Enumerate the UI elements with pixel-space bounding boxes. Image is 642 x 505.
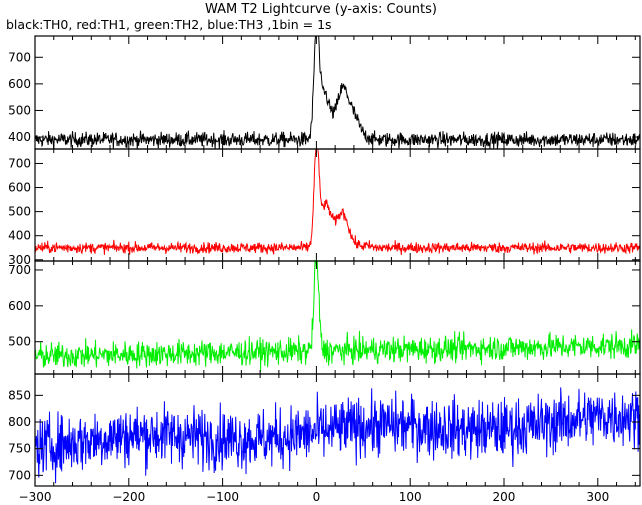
y-tick-label: 600 xyxy=(8,77,31,91)
series-line-th0 xyxy=(34,35,641,150)
y-tick-label: 400 xyxy=(8,130,31,144)
x-tick-label: 200 xyxy=(493,490,516,504)
y-tick-label: 700 xyxy=(8,263,31,277)
x-tick-label: −300 xyxy=(19,490,52,504)
panel-frame-1 xyxy=(34,35,641,150)
y-tick-label: 400 xyxy=(8,229,31,243)
y-tick-label: 800 xyxy=(8,415,31,429)
y-tick-label: 600 xyxy=(8,299,31,313)
x-tick-label: 0 xyxy=(313,490,321,504)
x-tick-label: 100 xyxy=(399,490,422,504)
y-tick-label: 700 xyxy=(8,468,31,482)
y-tick-label: 700 xyxy=(8,156,31,170)
series-line-th1 xyxy=(34,148,641,256)
y-tick-label: 850 xyxy=(8,388,31,402)
chart-subtitle: black:TH0, red:TH1, green:TH2, blue:TH3 … xyxy=(6,17,332,32)
x-tick-label: −100 xyxy=(206,490,239,504)
y-tick-label: 300 xyxy=(8,253,31,267)
series-line-th3 xyxy=(34,387,641,484)
panel-frame-4 xyxy=(34,373,641,487)
panel-frame-2 xyxy=(34,148,641,262)
y-tick-label: 500 xyxy=(8,335,31,349)
y-tick-label: 500 xyxy=(8,103,31,117)
x-tick-label: 300 xyxy=(586,490,609,504)
y-tick-label: 750 xyxy=(8,442,31,456)
y-tick-label: 600 xyxy=(8,181,31,195)
y-tick-label: 500 xyxy=(8,205,31,219)
chart-title: WAM T2 Lightcurve (y-axis: Counts) xyxy=(205,2,437,17)
x-tick-label: −200 xyxy=(112,490,145,504)
y-tick-label: 700 xyxy=(8,50,31,64)
series-line-th2 xyxy=(34,259,641,372)
